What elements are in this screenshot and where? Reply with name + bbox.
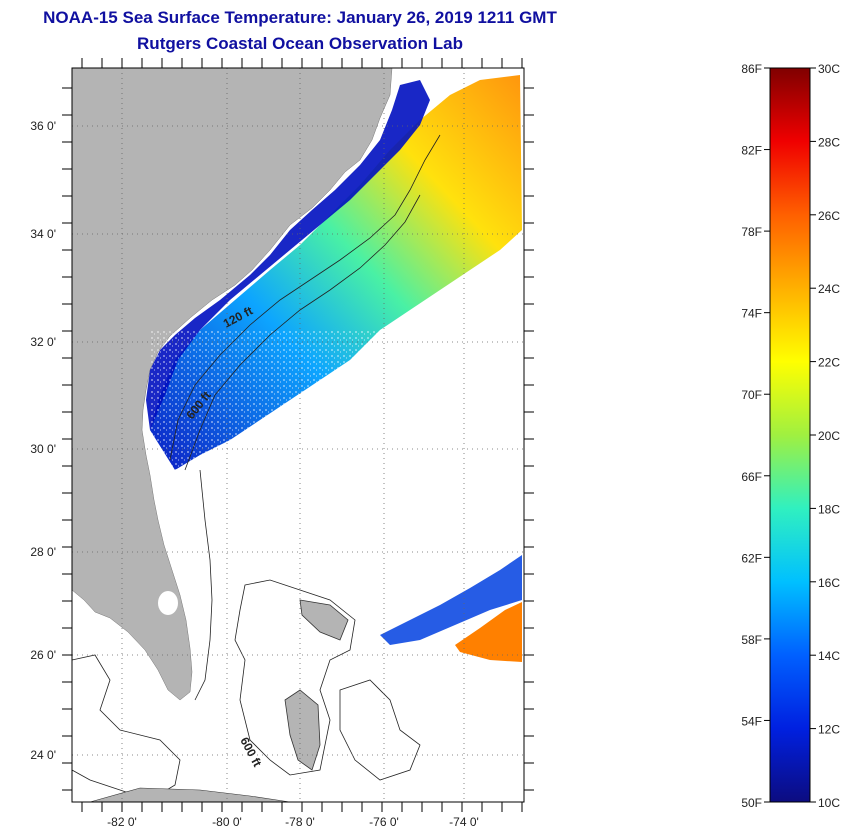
colorbar-celsius-labels: 30C 28C 26C 24C 22C 20C 18C 16C 14C 12C 10C [810,62,840,810]
colorbar-c-label: 12C [818,723,840,737]
colorbar-f-label: 74F [741,307,762,321]
axis-ticks [62,58,534,812]
latitude-label: 32 0' [30,335,56,349]
contour-600ft [184,194,421,471]
longitude-label: -82 0' [107,815,137,829]
colorbar-f-label: 70F [741,388,762,402]
colorbar-f-label: 82F [741,144,762,158]
colorbar-c-label: 26C [818,209,840,223]
map-subtitle: Rutgers Coastal Ocean Observation Lab [137,34,463,53]
sst-warm-patch [455,602,522,662]
colorbar-f-label: 62F [741,551,762,565]
latitude-label: 34 0' [30,227,56,241]
longitude-label: -80 0' [212,815,242,829]
longitude-label: -78 0' [285,815,315,829]
contour-cuba-north [71,654,181,801]
longitude-label: -76 0' [369,815,399,829]
latitude-label: 26 0' [30,648,56,662]
colorbar [769,67,811,803]
graticule [72,68,524,802]
longitude-label: -74 0' [449,815,479,829]
colorbar-c-label: 30C [818,62,840,76]
colorbar-f-label: 66F [741,470,762,484]
contour-bahamas-east [339,679,421,781]
contour-120ft [169,134,441,461]
colorbar-c-label: 24C [818,282,840,296]
colorbar-f-label: 86F [741,62,762,76]
longitude-labels: -82 0' -80 0' -78 0' -76 0' -74 0' [107,815,479,829]
land-bahamas [284,689,321,771]
colorbar-c-label: 22C [818,356,840,370]
colorbar-f-label: 78F [741,225,762,239]
latitude-labels: 36 0' 34 0' 32 0' 30 0' 28 0' 26 0' 24 0' [30,119,56,762]
latitude-label: 30 0' [30,442,56,456]
latitude-label: 36 0' [30,119,56,133]
colorbar-c-label: 28C [818,135,840,149]
lake-okeechobee [158,591,178,615]
contour-bahamas [234,579,356,776]
colorbar-f-label: 58F [741,633,762,647]
colorbar-c-label: 20C [818,429,840,443]
cloud-mask [150,330,522,470]
colorbar-f-label: 50F [741,796,762,810]
contour-florida-shelf [194,469,213,701]
sst-coastal-cold [146,80,430,430]
land-bahamas-north [299,599,349,641]
colorbar-c-label: 18C [818,502,840,516]
sst-cool-patch [380,555,522,645]
colorbar-fahrenheit-labels: 86F 82F 78F 74F 70F 66F 62F 58F 54F 50F [741,62,770,810]
map-title: NOAA-15 Sea Surface Temperature: January… [43,8,557,27]
colorbar-f-label: 54F [741,714,762,728]
latitude-label: 28 0' [30,545,56,559]
colorbar-c-label: 14C [818,649,840,663]
colorbar-c-label: 16C [818,576,840,590]
latitude-label: 24 0' [30,748,56,762]
map-border [71,67,525,803]
land-us-coast [71,67,393,701]
colorbar-c-label: 10C [818,796,840,810]
